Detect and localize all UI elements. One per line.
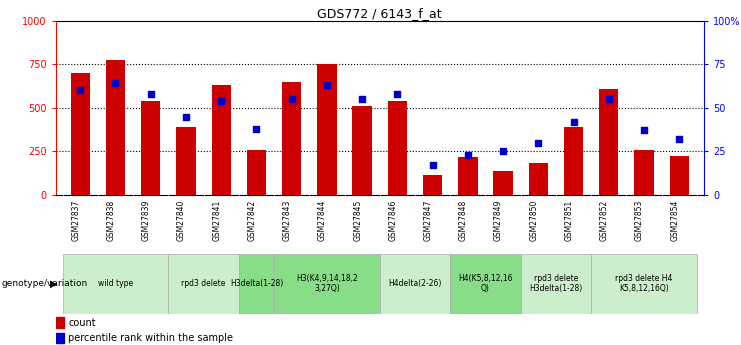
Text: wild type: wild type: [98, 279, 133, 288]
Bar: [528, 163, 548, 195]
Bar: [521, 254, 591, 314]
Text: rpd3 delete
H3delta(1-28): rpd3 delete H3delta(1-28): [529, 274, 582, 294]
Point: [286, 96, 298, 102]
Text: H4(K5,8,12,16
Q): H4(K5,8,12,16 Q): [458, 274, 513, 294]
Bar: [239, 254, 274, 314]
Bar: [388, 101, 407, 195]
Bar: [168, 254, 239, 314]
Point: [216, 98, 227, 104]
Bar: [247, 150, 266, 195]
Bar: [70, 73, 90, 195]
Text: genotype/variation: genotype/variation: [1, 279, 87, 288]
Text: ▶: ▶: [50, 279, 58, 289]
Text: H3(K4,9,14,18,2
3,27Q): H3(K4,9,14,18,2 3,27Q): [296, 274, 358, 294]
Text: H4delta(2-26): H4delta(2-26): [388, 279, 442, 288]
Text: rpd3 delete: rpd3 delete: [182, 279, 226, 288]
Bar: [379, 254, 451, 314]
Point: [110, 81, 122, 86]
Text: GSM27854: GSM27854: [671, 199, 679, 241]
Text: GSM27847: GSM27847: [424, 199, 433, 241]
Bar: [211, 85, 231, 195]
Bar: [634, 150, 654, 195]
Point: [144, 91, 156, 97]
Point: [321, 82, 333, 88]
Text: GSM27852: GSM27852: [599, 199, 609, 241]
Text: GSM27837: GSM27837: [71, 199, 80, 241]
Text: percentile rank within the sample: percentile rank within the sample: [68, 333, 233, 343]
Bar: [317, 64, 336, 195]
Bar: [353, 106, 372, 195]
Bar: [282, 82, 302, 195]
Text: GSM27850: GSM27850: [529, 199, 538, 241]
Bar: [599, 89, 619, 195]
Bar: [494, 170, 513, 195]
Text: GSM27853: GSM27853: [635, 199, 644, 241]
Point: [532, 140, 544, 146]
Bar: [564, 127, 583, 195]
Text: GSM27845: GSM27845: [353, 199, 362, 241]
Bar: [458, 157, 477, 195]
Bar: [56, 333, 64, 344]
Text: GSM27842: GSM27842: [247, 199, 256, 241]
Point: [180, 114, 192, 119]
Title: GDS772 / 6143_f_at: GDS772 / 6143_f_at: [317, 7, 442, 20]
Text: GSM27849: GSM27849: [494, 199, 503, 241]
Point: [568, 119, 579, 125]
Point: [427, 162, 439, 168]
Text: GSM27840: GSM27840: [177, 199, 186, 241]
Point: [603, 96, 615, 102]
Text: GSM27839: GSM27839: [142, 199, 150, 241]
Text: GSM27844: GSM27844: [318, 199, 327, 241]
Text: rpd3 delete H4
K5,8,12,16Q): rpd3 delete H4 K5,8,12,16Q): [615, 274, 673, 294]
Text: GSM27848: GSM27848: [459, 199, 468, 241]
Text: GSM27841: GSM27841: [212, 199, 222, 241]
Bar: [591, 254, 697, 314]
Point: [74, 88, 86, 93]
Point: [497, 149, 509, 154]
Bar: [56, 317, 64, 328]
Bar: [451, 254, 521, 314]
Text: GSM27846: GSM27846: [388, 199, 397, 241]
Bar: [106, 60, 125, 195]
Point: [674, 136, 685, 142]
Text: GSM27851: GSM27851: [565, 199, 574, 241]
Bar: [63, 254, 168, 314]
Text: H3delta(1-28): H3delta(1-28): [230, 279, 283, 288]
Point: [356, 96, 368, 102]
Text: GSM27843: GSM27843: [282, 199, 292, 241]
Text: count: count: [68, 318, 96, 328]
Bar: [423, 175, 442, 195]
Text: GSM27838: GSM27838: [107, 199, 116, 241]
Bar: [670, 156, 689, 195]
Bar: [141, 101, 160, 195]
Point: [638, 128, 650, 133]
Point: [391, 91, 403, 97]
Point: [250, 126, 262, 131]
Point: [462, 152, 473, 158]
Bar: [274, 254, 379, 314]
Bar: [176, 127, 196, 195]
